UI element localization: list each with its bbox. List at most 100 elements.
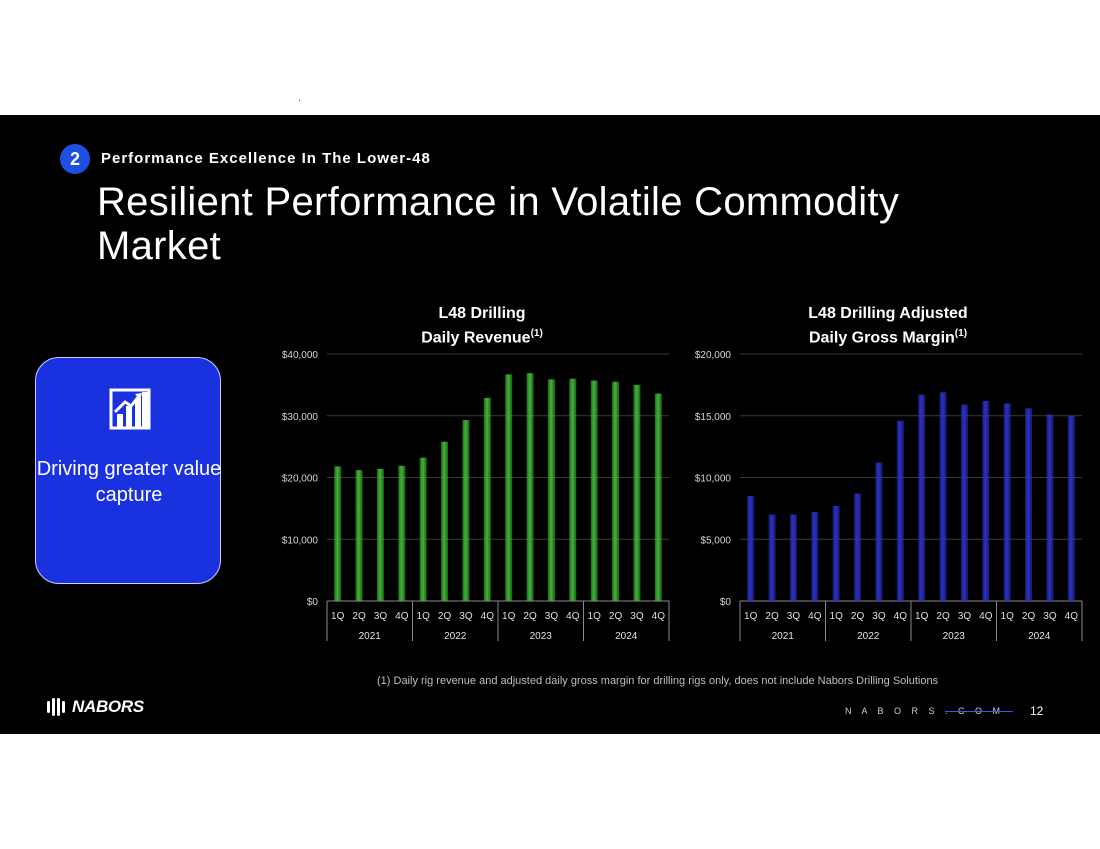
revenue-bar [462,420,470,601]
revenue-bar [590,380,598,601]
margin-quarter-label: 3Q [787,611,801,622]
margin-bar [854,493,862,601]
chart-title-revenue: L48 Drilling Daily Revenue(1) [352,304,612,348]
margin-quarter-label: 1Q [830,611,844,622]
url-underline [945,711,1013,712]
margin-bar [982,400,990,601]
margin-quarter-label: 1Q [744,611,758,622]
margin-year-label: 2022 [857,631,880,642]
margin-bar [768,514,776,601]
margin-quarter-label: 2Q [851,611,865,622]
margin-bar [1067,415,1075,601]
revenue-quarter-label: 3Q [545,611,559,622]
revenue-bar [526,373,534,601]
page-number: 12 [1030,704,1044,718]
margin-ytick-label: $20,000 [695,350,732,361]
revenue-ytick-label: $10,000 [282,535,319,546]
section-number-badge: 2 [60,144,90,174]
revenue-ytick-label: $0 [307,597,319,608]
chart-title-revenue-line2: Daily Revenue [421,329,531,347]
margin-bar [1025,408,1033,601]
revenue-quarter-label: 3Q [630,611,644,622]
margin-quarter-label: 3Q [872,611,886,622]
revenue-bar [355,470,363,601]
margin-bar [832,505,840,601]
nabors-logo-icon [47,698,65,716]
revenue-bar [398,465,406,601]
revenue-quarter-label: 1Q [588,611,602,622]
revenue-ytick-label: $20,000 [282,474,319,485]
margin-quarter-label: 1Q [915,611,929,622]
footnote: (1) Daily rig revenue and adjusted daily… [377,675,939,687]
revenue-bar [633,384,641,601]
margin-bar [1046,414,1054,601]
revenue-bar [569,378,577,601]
margin-ytick-label: $5,000 [700,535,731,546]
revenue-quarter-label: 2Q [523,611,537,622]
stray-dot [299,100,300,101]
revenue-quarter-label: 3Q [374,611,388,622]
margin-quarter-label: 3Q [1043,611,1057,622]
revenue-bar [419,457,427,601]
bar-chart-growth-icon [109,388,151,430]
margin-quarter-label: 3Q [958,611,972,622]
revenue-year-label: 2024 [615,631,638,642]
revenue-quarter-label: 1Q [417,611,431,622]
revenue-quarter-label: 4Q [652,611,666,622]
margin-bar [939,392,947,601]
revenue-quarter-label: 4Q [481,611,495,622]
revenue-bar [654,393,662,601]
nabors-logo-text: NABORS [72,697,144,716]
margin-year-label: 2023 [943,631,966,642]
margin-bar [789,514,797,601]
margin-ytick-label: $10,000 [695,474,732,485]
section-title: Performance Excellence In The Lower-48 [101,150,431,167]
revenue-bar [612,381,620,601]
chart-title-margin-line2: Daily Gross Margin [808,329,955,347]
chart-title-margin-footnote-marker: (1) [954,328,968,339]
chart-title-revenue-footnote-marker: (1) [530,328,543,339]
margin-bar [747,496,755,601]
revenue-quarter-label: 2Q [352,611,366,622]
revenue-bar [547,379,555,601]
chart-title-revenue-line1: L48 Drilling [438,305,526,322]
value-capture-callout: Driving greater value capture [35,357,221,584]
margin-quarter-label: 2Q [1022,611,1036,622]
revenue-bar [376,468,384,601]
margin-quarter-label: 2Q [936,611,950,622]
chart-title-margin: L48 Drilling Adjusted Daily Gross Margin… [758,304,1018,348]
revenue-quarter-label: 2Q [438,611,452,622]
margin-ytick-label: $0 [720,597,732,608]
margin-ytick-label: $15,000 [695,412,732,423]
revenue-quarter-label: 4Q [395,611,409,622]
margin-quarter-label: 4Q [808,611,822,622]
margin-year-label: 2021 [772,631,795,642]
margin-quarter-label: 2Q [765,611,779,622]
revenue-quarter-label: 2Q [609,611,623,622]
margin-bar [875,462,883,601]
revenue-quarter-label: 1Q [331,611,345,622]
revenue-year-label: 2023 [530,631,553,642]
revenue-year-label: 2022 [444,631,467,642]
revenue-quarter-label: 3Q [459,611,473,622]
revenue-ytick-label: $40,000 [282,350,319,361]
revenue-bar [334,466,342,601]
revenue-bar [441,441,449,601]
chart-title-margin-line1: L48 Drilling Adjusted [808,305,968,322]
page-title: Resilient Performance in Volatile Commod… [97,180,900,268]
revenue-ytick-label: $30,000 [282,412,319,423]
margin-bar [811,512,819,601]
margin-bar [1003,403,1011,601]
margin-quarter-label: 1Q [1001,611,1015,622]
margin-quarter-label: 4Q [894,611,908,622]
website-url[interactable]: N A B O R S . C O M [845,706,1005,716]
nabors-logo: NABORS [46,697,144,717]
margin-bar [918,394,926,601]
margin-year-label: 2024 [1028,631,1051,642]
revenue-bar [505,374,513,601]
revenue-bar [483,397,491,601]
revenue-quarter-label: 1Q [502,611,516,622]
callout-text: Driving greater value capture [36,458,222,506]
revenue-year-label: 2021 [359,631,382,642]
